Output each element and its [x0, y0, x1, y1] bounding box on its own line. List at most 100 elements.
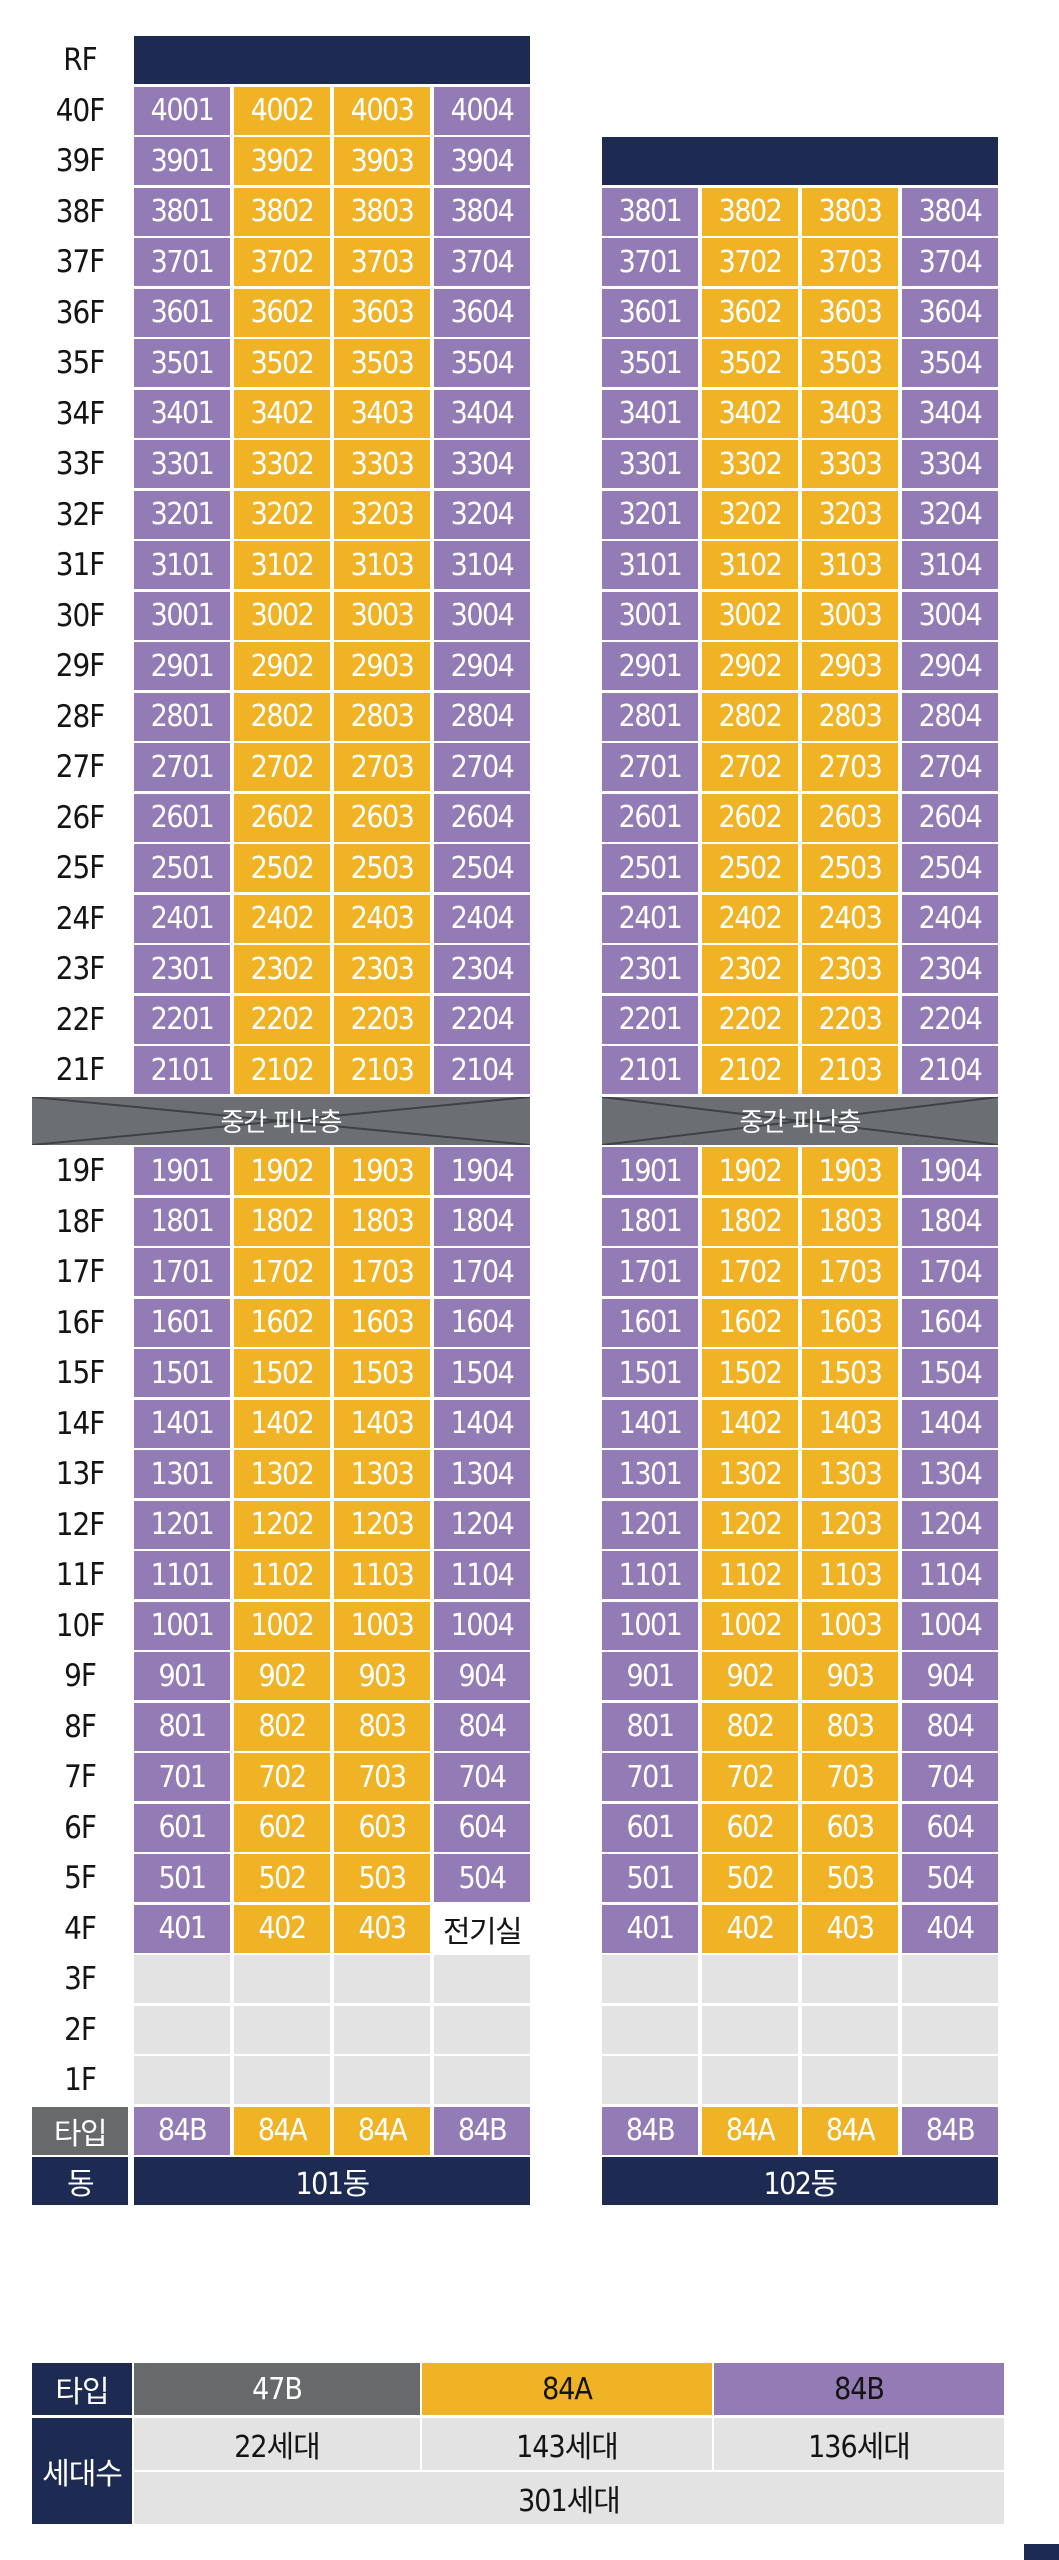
refuge-diagonal-up: [602, 1096, 998, 1145]
unit-cell: 904: [902, 1652, 998, 1700]
unit-cell: 3801: [134, 187, 230, 236]
unit-cell: 1103: [334, 1551, 430, 1599]
unit-cell: 604: [902, 1803, 998, 1852]
floor-label: 39F: [32, 137, 128, 185]
unit-cell: 1801: [134, 1197, 230, 1246]
unit-cell: 2401: [602, 894, 698, 943]
floor-label: 29F: [32, 642, 128, 690]
empty-unit-cell: [602, 2056, 698, 2104]
unit-cell: 3101: [602, 541, 698, 589]
unit-cell: 4002: [234, 86, 330, 135]
empty-unit-cell: [234, 2005, 330, 2054]
unit-cell: 1002: [234, 1601, 330, 1650]
unit-cell: 3701: [134, 238, 230, 286]
unit-cell: 3502: [702, 339, 798, 387]
unit-cell: 1401: [602, 1399, 698, 1448]
unit-cell: 504: [902, 1854, 998, 1902]
unit-cell: 3101: [134, 541, 230, 589]
unit-cell: 1904: [434, 1147, 530, 1195]
unit-type-cell: 84A: [234, 2106, 330, 2155]
unit-cell: 1504: [902, 1349, 998, 1397]
unit-cell: 401: [602, 1904, 698, 1953]
type-row-label: 타입: [32, 2106, 128, 2155]
floor-label: 2F: [32, 2005, 128, 2054]
empty-unit-cell: [334, 1955, 430, 2003]
floor-label: 3F: [32, 1955, 128, 2003]
unit-cell: 902: [702, 1652, 798, 1700]
unit-cell: 1803: [802, 1197, 898, 1246]
unit-cell: 1601: [134, 1298, 230, 1347]
unit-cell: 1702: [702, 1248, 798, 1296]
floor-label: 23F: [32, 945, 128, 993]
unit-cell: 3602: [702, 288, 798, 337]
unit-cell: 1402: [234, 1399, 330, 1448]
empty-unit-cell: [902, 2005, 998, 2054]
refuge-floor-label: 중간 피난층: [739, 1108, 861, 1138]
unit-cell: 2402: [234, 894, 330, 943]
unit-cell: 702: [702, 1753, 798, 1801]
unit-cell: 2703: [802, 743, 898, 791]
unit-cell: 3104: [902, 541, 998, 589]
unit-cell: 1002: [702, 1601, 798, 1650]
unit-cell: 3802: [234, 187, 330, 236]
unit-cell: 2904: [902, 642, 998, 690]
unit-cell: 2102: [702, 1046, 798, 1094]
unit-cell: 1503: [334, 1349, 430, 1397]
unit-cell: 1502: [234, 1349, 330, 1397]
floor-label: 30F: [32, 591, 128, 640]
unit-cell: 3004: [902, 591, 998, 640]
unit-cell: 1402: [702, 1399, 798, 1448]
empty-unit-cell: [434, 1955, 530, 2003]
unit-cell: 701: [602, 1753, 698, 1801]
unit-cell: 3703: [802, 238, 898, 286]
legend-type-84b: 84B: [714, 2363, 1004, 2415]
unit-cell: 3204: [902, 490, 998, 539]
unit-cell: 403: [802, 1904, 898, 1953]
unit-cell: 3403: [334, 389, 430, 438]
unit-cell: 3804: [434, 187, 530, 236]
unit-cell: 602: [234, 1803, 330, 1852]
unit-cell: 2301: [602, 945, 698, 993]
unit-cell: 2504: [902, 844, 998, 892]
unit-cell: 4003: [334, 86, 430, 135]
unit-cell: 3102: [234, 541, 330, 589]
empty-unit-cell: [234, 2056, 330, 2104]
unit-cell: 504: [434, 1854, 530, 1902]
empty-unit-cell: [602, 1955, 698, 2003]
unit-cell: 2303: [334, 945, 430, 993]
unit-cell: 3302: [234, 440, 330, 488]
unit-cell: 3001: [602, 591, 698, 640]
unit-cell: 1502: [702, 1349, 798, 1397]
unit-cell: 404: [902, 1904, 998, 1953]
unit-cell: 503: [802, 1854, 898, 1902]
unit-cell: 2504: [434, 844, 530, 892]
floor-label: 15F: [32, 1349, 128, 1397]
unit-cell: 1901: [602, 1147, 698, 1195]
unit-cell: 2402: [702, 894, 798, 943]
unit-cell: 2403: [334, 894, 430, 943]
unit-cell: 3104: [434, 541, 530, 589]
unit-cell: 1003: [802, 1601, 898, 1650]
unit-cell: 1001: [602, 1601, 698, 1650]
refuge-cross-lines: [602, 1096, 998, 1145]
unit-cell: 802: [702, 1702, 798, 1751]
floor-label: 24F: [32, 894, 128, 943]
unit-cell: 804: [902, 1702, 998, 1751]
unit-cell: 3603: [802, 288, 898, 337]
unit-cell: 801: [602, 1702, 698, 1751]
unit-cell: 402: [234, 1904, 330, 1953]
unit-cell: 1301: [134, 1450, 230, 1498]
unit-type-cell: 84A: [702, 2106, 798, 2155]
unit-cell: 1501: [134, 1349, 230, 1397]
unit-cell: 1201: [134, 1500, 230, 1549]
unit-cell: 2802: [234, 692, 330, 741]
unit-cell: 2303: [802, 945, 898, 993]
building-row-label: 동: [32, 2157, 128, 2205]
unit-cell: 3301: [134, 440, 230, 488]
unit-cell: 1801: [602, 1197, 698, 1246]
unit-cell: 503: [334, 1854, 430, 1902]
unit-cell: 603: [802, 1803, 898, 1852]
legend-count-84b: 136세대: [714, 2418, 1004, 2470]
unit-cell: 3802: [702, 187, 798, 236]
unit-cell: 3904: [434, 137, 530, 185]
